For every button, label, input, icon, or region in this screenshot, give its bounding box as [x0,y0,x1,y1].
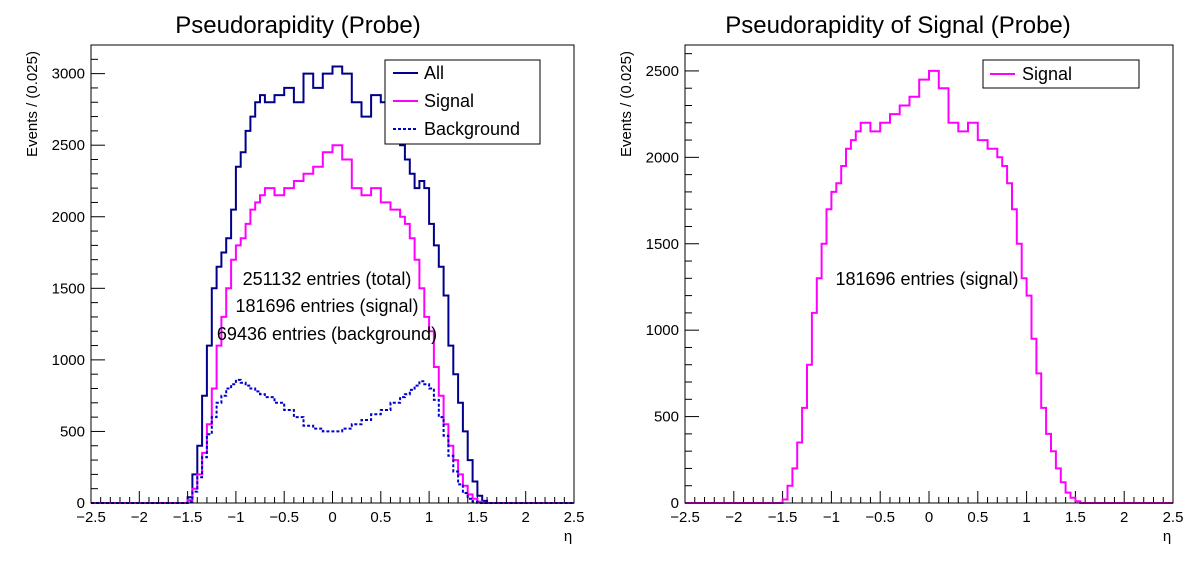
y-tick-label: 2000 [646,149,679,166]
left-histogram-panel: Pseudorapidity (Probe) Events / (0.025) … [24,12,584,545]
x-tick-label: −1 [227,509,244,526]
x-axis-label: η [1163,528,1171,545]
x-tick-label: 1.5 [1065,509,1086,526]
entries-annotation: 181696 entries (signal) [235,296,418,316]
x-tick-label: 2 [522,509,530,526]
series-signal-line [685,69,1173,504]
plot-frame [684,44,1174,504]
x-tick-label: −2 [725,509,742,526]
x-tick-label: 1.5 [467,509,488,526]
entries-annotation: 251132 entries (total) [243,269,412,289]
entries-annotation: 69436 entries (background) [217,324,437,344]
x-tick-label: 0 [328,509,336,526]
series-background-line [91,378,574,504]
legend-label: All [424,63,444,83]
entries-annotation: 181696 entries (signal) [835,269,1018,289]
legend-box [982,59,1140,89]
x-tick-label: 0.5 [370,509,391,526]
plot-frame [90,44,575,504]
x-tick-label: 2.5 [564,509,585,526]
x-tick-label: 0.5 [967,509,988,526]
legend-label: Background [424,119,520,139]
x-tick-label: −1.5 [768,509,798,526]
legend-label: Signal [1022,64,1072,84]
x-tick-label: −2.5 [76,509,106,526]
y-tick-label: 1000 [52,352,85,369]
y-tick-label: 0 [671,495,679,512]
series-all-line [91,65,574,504]
y-tick-label: 500 [60,423,85,440]
y-tick-label: 0 [77,495,85,512]
x-tick-label: −2.5 [670,509,700,526]
legend: All Signal Background [384,59,541,145]
chart-title: Pseudorapidity (Probe) [175,12,420,39]
x-tick-label: 2 [1120,509,1128,526]
y-axis-label: Events / (0.025) [24,51,41,157]
x-tick-label: 1 [425,509,433,526]
x-tick-label: −0.5 [269,509,299,526]
x-tick-label: 1 [1022,509,1030,526]
right-histogram-panel: Pseudorapidity of Signal (Probe) Events … [618,12,1183,545]
x-tick-label: 0 [925,509,933,526]
y-tick-label: 1500 [52,280,85,297]
y-tick-label: 2000 [52,209,85,226]
y-tick-label: 2500 [52,137,85,154]
y-tick-label: 500 [654,409,679,426]
x-tick-label: −1.5 [173,509,203,526]
x-tick-label: 2.5 [1163,509,1184,526]
y-tick-label: 2500 [646,63,679,80]
x-tick-label: −1 [823,509,840,526]
chart-title: Pseudorapidity of Signal (Probe) [725,12,1071,39]
y-tick-label: 1500 [646,236,679,253]
x-tick-label: −2 [131,509,148,526]
y-tick-label: 1000 [646,322,679,339]
y-tick-label: 3000 [52,66,85,83]
legend-label: Signal [424,91,474,111]
x-axis-label: η [564,528,572,545]
y-axis-label: Events / (0.025) [618,51,635,157]
legend: Signal [982,59,1140,89]
x-tick-label: −0.5 [865,509,895,526]
